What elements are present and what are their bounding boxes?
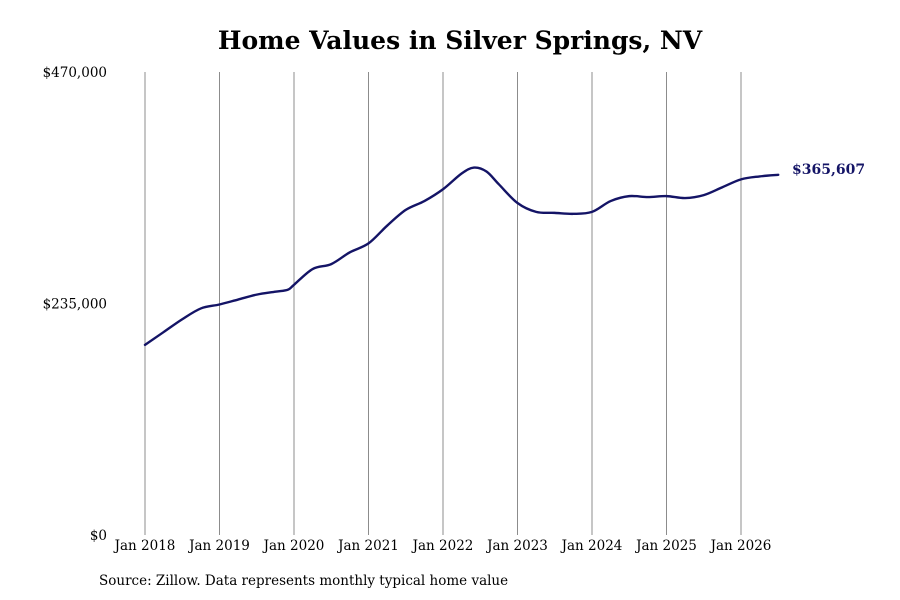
chart-title: Home Values in Silver Springs, NV	[217, 26, 703, 55]
series-line	[143, 166, 780, 347]
y-axis-ticks: $0 $235,000 $470,000	[43, 65, 107, 544]
y-tick-label: $235,000	[43, 297, 107, 313]
x-tick-label: Jan 2019	[187, 538, 250, 554]
x-tick-label: Jan 2026	[709, 538, 772, 554]
x-tick-label: Jan 2018	[113, 538, 176, 554]
x-tick-label: Jan 2025	[634, 538, 697, 554]
end-value-label: $365,607	[792, 162, 865, 178]
x-tick-label: Jan 2021	[336, 538, 399, 554]
source-note: Source: Zillow. Data represents monthly …	[99, 573, 509, 589]
y-tick-label: $470,000	[43, 65, 107, 81]
annotation-layer: $365,607	[792, 162, 865, 178]
series-layer	[143, 166, 780, 347]
x-tick-label: Jan 2022	[411, 538, 474, 554]
y-tick-label: $0	[90, 528, 107, 544]
gridlines	[144, 72, 742, 535]
x-tick-label: Jan 2020	[262, 538, 325, 554]
x-tick-label: Jan 2024	[560, 538, 623, 554]
x-tick-label: Jan 2023	[485, 538, 548, 554]
x-axis-ticks: Jan 2018 Jan 2019 Jan 2020 Jan 2021 Jan 2022…	[113, 538, 772, 554]
